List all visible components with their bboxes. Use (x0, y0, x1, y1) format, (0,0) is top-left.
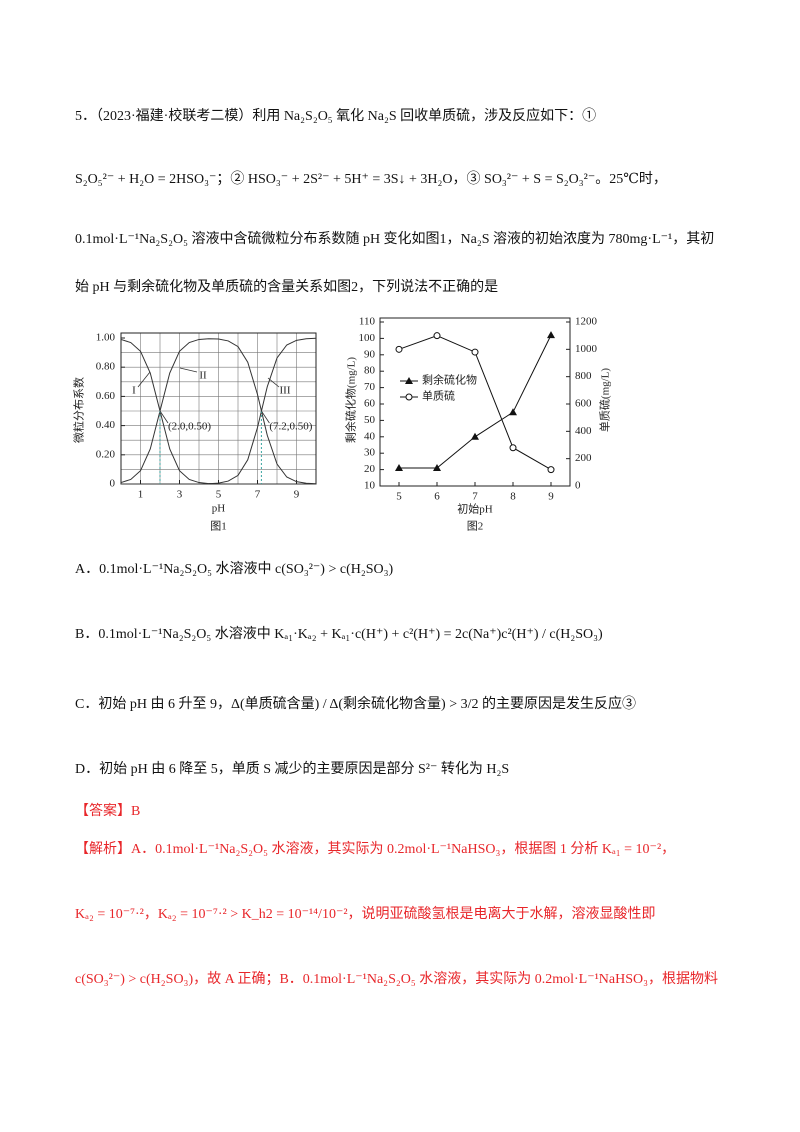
x-axis-label: 初始pH (457, 502, 492, 516)
question-line: 0.1mol·L⁻¹Na₂S₂O₅ 溶液中含硫微粒分布系数随 pH 变化如图1，… (75, 232, 715, 247)
marker (433, 332, 441, 340)
marker (547, 466, 555, 474)
series-line (398, 335, 552, 471)
y-tick-label: 0.20 (96, 448, 116, 460)
y2-tick-label: 200 (575, 452, 592, 464)
y2-tick-label: 1200 (575, 316, 598, 328)
y-tick-label: 70 (364, 381, 376, 393)
curve (121, 337, 317, 485)
figure-caption: 图1 (210, 520, 227, 533)
marker (433, 463, 441, 471)
marker (395, 463, 403, 471)
y-tick-label: 0.80 (96, 361, 116, 373)
y-tick-label: 0.60 (96, 390, 116, 402)
y-axis-label: 微粒分布系数 (72, 377, 86, 443)
curve-label-leader (137, 371, 151, 388)
curve (120, 338, 317, 485)
answer: 【答案】B (75, 804, 141, 819)
analysis-line: Kₐ₂ = 10⁻⁷·²，Kₐ₂ = 10⁻⁷·² > K_h2 = 10⁻¹⁴… (75, 907, 656, 922)
y-tick-label: 1.00 (96, 332, 116, 344)
marker (471, 432, 479, 440)
plot-frame (379, 317, 571, 487)
marker (509, 444, 517, 452)
question-line: S₂O₅²⁻ + H₂O = 2HSO₃⁻；② HSO₃⁻ + 2S²⁻ + 5… (75, 172, 667, 187)
y2-tick-label: 800 (575, 370, 592, 382)
curve-label-leader (179, 367, 198, 373)
curve-label: II (199, 370, 207, 382)
x-tick-label: 9 (548, 491, 554, 503)
legend-label: 剩余硫化物 (422, 373, 477, 387)
y-tick-label: 110 (359, 316, 376, 328)
annotation-leader (261, 410, 270, 424)
y2-tick-label: 400 (575, 425, 592, 437)
legend-label: 单质硫 (422, 389, 455, 403)
marker (471, 348, 479, 356)
marker (405, 393, 413, 401)
y-tick-label: 80 (364, 365, 376, 377)
x-tick-label: 5 (396, 491, 402, 503)
curve-label: I (132, 385, 136, 397)
y-tick-label: 20 (364, 463, 376, 475)
y2-tick-label: 0 (575, 480, 581, 492)
marker (395, 345, 403, 353)
y-tick-label: 60 (364, 398, 376, 410)
x-tick-label: 8 (510, 491, 516, 503)
y2-tick-label: 1000 (575, 343, 598, 355)
x-tick-label: 5 (216, 489, 222, 501)
x-tick-label: 1 (138, 489, 144, 501)
y2-axis-label: 单质硫(mg/L) (598, 368, 612, 432)
question-line: 始 pH 与剩余硫化物及单质硫的含量关系如图2，下列说法不正确的是 (75, 280, 499, 295)
x-tick-label: 9 (294, 489, 300, 501)
x-tick-label: 3 (177, 489, 183, 501)
analysis-label: 【解析】 (75, 842, 131, 857)
y-tick-label: 0.40 (96, 419, 116, 431)
option: C．初始 pH 由 6 升至 9，Δ(单质硫含量) / Δ(剩余硫化物含量) >… (75, 697, 637, 712)
option: D．初始 pH 由 6 降至 5，单质 S 减少的主要原因是部分 S²⁻ 转化为… (75, 762, 510, 777)
option: B．0.1mol·L⁻¹Na₂S₂O₅ 水溶液中 Kₐ₁·Kₐ₂ + Kₐ₁·c… (75, 627, 603, 642)
y-tick-label: 40 (364, 430, 376, 442)
figures: 1 3 5 7 900.200.400.600.801.00IIIIII(2.0,0.5… (72, 316, 612, 533)
y-tick-label: 100 (359, 332, 376, 344)
analysis-line: c(SO₃²⁻) > c(H₂SO₃)，故 A 正确；B．0.1mol·L⁻¹N… (75, 972, 719, 987)
x-tick-label: 7 (472, 491, 478, 503)
y-tick-label: 30 (364, 447, 376, 459)
x-tick-label: 7 (255, 489, 261, 501)
y-tick-label: 0 (110, 478, 116, 490)
annotation: (2.0,0.50) (168, 421, 211, 433)
curve-label-leader (267, 377, 280, 388)
annotation: (7.2,0.50) (269, 421, 312, 433)
y-axis-label: 剩余硫化物(mg/L) (344, 357, 358, 443)
y2-tick-label: 600 (575, 398, 592, 410)
question-line: 5．（2023·福建·校联考二模）利用 Na₂S₂O₅ 氧化 Na₂S 回收单质… (75, 109, 597, 124)
figure-caption: 图2 (467, 520, 484, 533)
curve-label: III (280, 385, 291, 397)
annotation-leader (159, 410, 169, 424)
marker (547, 331, 555, 339)
curve (120, 338, 316, 485)
x-axis-label: pH (212, 503, 226, 515)
x-tick-label: 6 (434, 491, 440, 503)
y-tick-label: 50 (364, 414, 376, 426)
marker (509, 408, 517, 416)
option: A．0.1mol·L⁻¹Na₂S₂O₅ 水溶液中 c(SO₃²⁻) > c(H₂… (75, 562, 394, 577)
y-tick-label: 90 (364, 348, 376, 360)
analysis-line: A．0.1mol·L⁻¹Na₂S₂O₅ 水溶液，其实际为 0.2mol·L⁻¹N… (131, 842, 676, 857)
y-tick-label: 10 (364, 480, 376, 492)
marker (405, 377, 413, 384)
